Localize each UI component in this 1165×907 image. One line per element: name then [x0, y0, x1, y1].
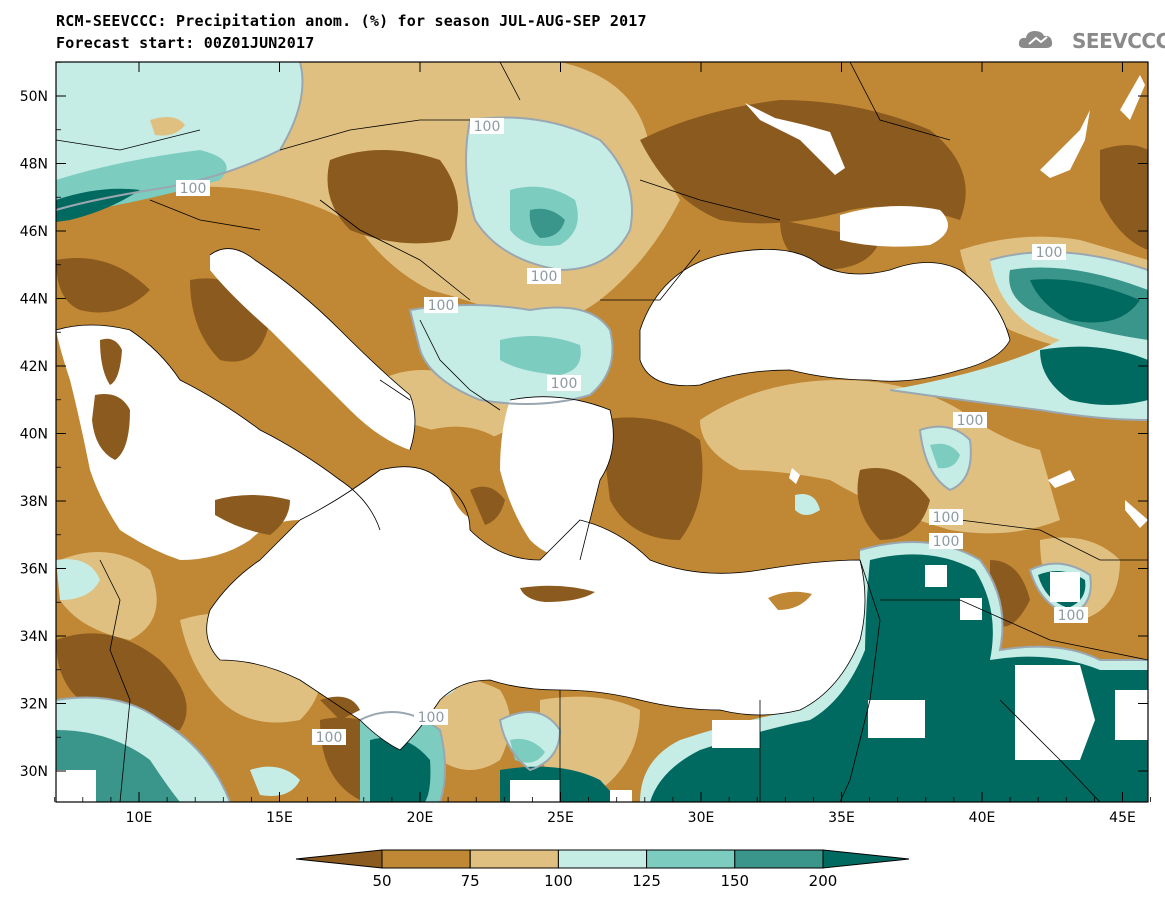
contour-labels: 100 100 100 100 100 100 100 100 100 100 … — [176, 118, 1088, 746]
lon-tick-label: 15E — [266, 810, 293, 826]
colorbar-label: 100 — [544, 872, 573, 890]
contour-label: 100 — [414, 709, 448, 726]
colorbar-label: 50 — [372, 872, 391, 890]
black-sea — [640, 249, 1010, 386]
contour-label: 100 — [929, 509, 963, 526]
contour-label: 100 — [312, 729, 346, 746]
missing-data-areas — [56, 468, 1148, 802]
svg-text:100: 100 — [933, 510, 960, 526]
longitude-axis: 10E 15E 20E 25E 30E 35E 40E 45E — [54, 62, 1151, 826]
svg-text:100: 100 — [474, 119, 501, 135]
lat-tick-label: 48N — [20, 157, 48, 173]
svg-text:100: 100 — [933, 534, 960, 550]
lat-tick-label: 44N — [20, 292, 48, 308]
lon-tick-label: 25E — [547, 810, 574, 826]
logo-text: SEEVCCC — [1072, 29, 1165, 53]
colorbar-label: 125 — [632, 872, 661, 890]
colorbar-segment — [646, 849, 736, 869]
colorbar: 50 75 100 125 150 200 — [295, 849, 910, 890]
svg-text:100: 100 — [551, 376, 578, 392]
contour-label: 100 — [929, 533, 963, 550]
lat-tick-label: 34N — [20, 629, 48, 645]
colorbar-segment — [469, 849, 559, 869]
svg-text:100: 100 — [531, 269, 558, 285]
map-frame — [55, 61, 1149, 803]
colorbar-label: 150 — [720, 872, 749, 890]
lat-tick-label: 32N — [20, 697, 48, 713]
colorbar-segment — [381, 849, 471, 869]
contour-label: 100 — [1054, 607, 1088, 624]
lat-tick-label: 30N — [20, 764, 48, 780]
contour-label: 100 — [176, 180, 210, 197]
lon-tick-label: 20E — [407, 810, 434, 826]
contour-label: 100 — [470, 118, 504, 135]
aegean-sea — [500, 396, 614, 560]
map-title: RCM-SEEVCCC: Precipitation anom. (%) for… — [56, 12, 647, 30]
latitude-axis: 50N 48N 46N 44N 42N 40N 38N 36N 34N 32N 30N — [20, 61, 1148, 780]
islands — [92, 338, 812, 720]
colorbar-label: 75 — [461, 872, 480, 890]
lon-tick-label: 45E — [1109, 810, 1136, 826]
lat-tick-label: 50N — [20, 89, 48, 105]
western-med — [56, 325, 380, 560]
lon-tick-label: 30E — [688, 810, 715, 826]
colorbar-segment — [295, 849, 383, 869]
contour-label: 100 — [547, 375, 581, 392]
svg-text:100: 100 — [418, 710, 445, 726]
svg-text:100: 100 — [957, 413, 984, 429]
colorbar-segment — [557, 849, 648, 869]
lat-tick-label: 38N — [20, 494, 48, 510]
colorbar-label: 200 — [809, 872, 838, 890]
lat-tick-label: 40N — [20, 427, 48, 443]
lon-tick-label: 40E — [969, 810, 996, 826]
borders — [56, 62, 1148, 802]
sea-areas — [56, 75, 1145, 750]
colorbar-segment — [734, 849, 824, 869]
contour-label: 100 — [953, 412, 987, 429]
contour-label: 100 — [1032, 244, 1066, 261]
adriatic-sea — [210, 248, 415, 450]
lat-tick-label: 46N — [20, 224, 48, 240]
lat-tick-label: 36N — [20, 562, 48, 578]
svg-text:100: 100 — [180, 181, 207, 197]
lat-tick-label: 42N — [20, 359, 48, 375]
svg-text:100: 100 — [1036, 245, 1063, 261]
colorbar-segment — [822, 849, 910, 869]
svg-text:100: 100 — [316, 730, 343, 746]
lon-tick-label: 35E — [828, 810, 855, 826]
eastern-med — [206, 466, 865, 750]
very-dry-areas — [56, 100, 1148, 800]
svg-text:100: 100 — [1058, 608, 1085, 624]
lon-tick-label: 10E — [126, 810, 153, 826]
seevccc-logo-icon — [1018, 31, 1053, 48]
contour-label: 100 — [527, 268, 561, 285]
svg-text:100: 100 — [428, 298, 455, 314]
contour-label: 100 — [424, 297, 458, 314]
contour-100 — [56, 62, 1148, 802]
forecast-start: Forecast start: 00Z01JUN2017 — [56, 34, 315, 52]
